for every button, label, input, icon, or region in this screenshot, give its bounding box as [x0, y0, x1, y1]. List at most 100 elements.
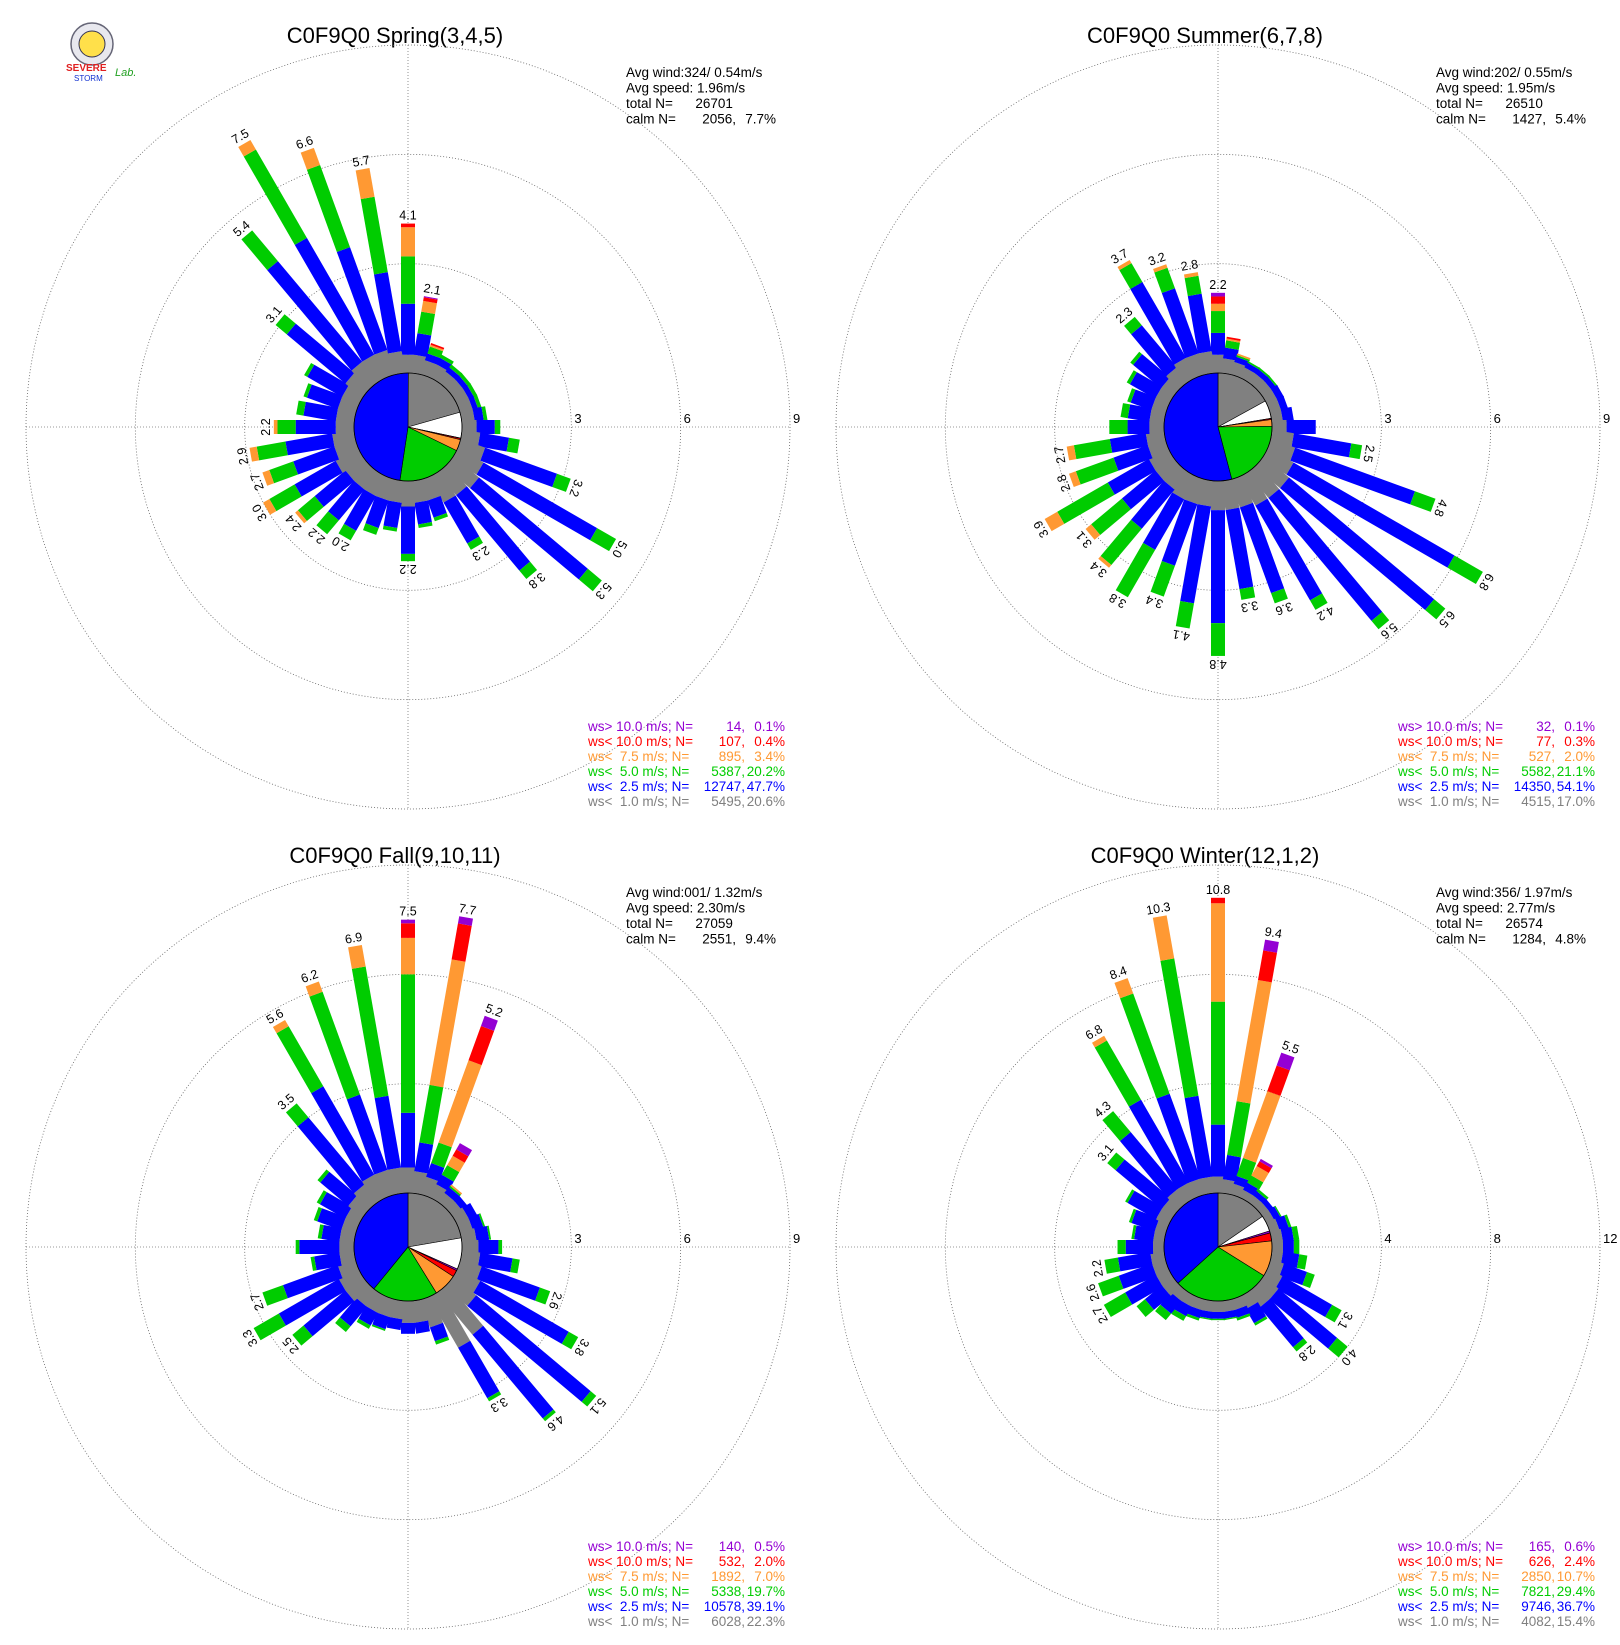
bar-segment — [1198, 1309, 1214, 1319]
legend-pct: 39.1% — [747, 1599, 785, 1614]
bar-label: 4.8 — [1209, 657, 1226, 671]
bar-segment — [1257, 367, 1270, 378]
bar-segment — [365, 1290, 388, 1314]
bar-segment — [374, 1095, 402, 1170]
bar-segment — [1098, 1275, 1124, 1297]
bar-segment — [335, 1317, 351, 1332]
bar-segment — [480, 447, 558, 487]
legend-name: ws< 1.0 m/s; N= — [587, 1614, 689, 1629]
legend-pct: 0.5% — [754, 1539, 785, 1554]
bar-segment — [334, 438, 360, 460]
bar-segment — [473, 1280, 569, 1344]
bar-segment — [472, 406, 484, 423]
bar-segment — [456, 1258, 482, 1280]
calm-pct: 7.7% — [745, 112, 776, 127]
bar-segment — [374, 349, 397, 379]
bar-segment — [1098, 555, 1112, 568]
bar-segment — [362, 1174, 388, 1204]
bar-segment — [478, 1240, 499, 1254]
bar-segment — [476, 420, 495, 434]
legend-n: 9746, — [1521, 1599, 1555, 1614]
legend-name: ws< 1.0 m/s; N= — [1397, 1614, 1499, 1629]
bar-segment — [1163, 463, 1189, 490]
bar-segment — [1410, 491, 1436, 512]
bar-segment — [1310, 593, 1328, 610]
bar-segment — [1280, 1251, 1300, 1269]
bar-label: 5.7 — [351, 153, 371, 170]
bar-segment — [413, 333, 432, 358]
r-tick-label: 3 — [574, 1231, 581, 1246]
direction-bar: 4.3 — [1091, 1098, 1189, 1211]
bar-segment — [1227, 1101, 1251, 1158]
bar-segment — [238, 140, 256, 157]
bar-segment — [1293, 1338, 1308, 1352]
bar-segment — [1127, 1190, 1163, 1220]
stat-line: Avg speed: 1.95m/s — [1436, 81, 1555, 96]
legend-name: ws< 2.5 m/s; N= — [587, 779, 689, 794]
bar-label: 2.8 — [1054, 473, 1073, 494]
bar-segment — [314, 470, 355, 507]
bar-segment — [494, 420, 501, 434]
bar-segment — [1153, 264, 1168, 273]
bar-segment — [345, 1276, 372, 1302]
bar-segment — [1276, 395, 1289, 412]
bar-segment — [456, 486, 531, 571]
bar-segment — [1133, 1225, 1156, 1243]
bar-segment — [1211, 510, 1225, 624]
bar-segment — [1171, 1309, 1187, 1321]
bar-segment — [449, 364, 463, 377]
legend-name: ws< 5.0 m/s; N= — [1397, 1584, 1499, 1599]
bar-label: 2.5 — [1360, 444, 1377, 464]
bar-segment — [419, 1295, 444, 1328]
bar-segment — [1224, 340, 1240, 350]
bar-segment — [510, 1258, 520, 1274]
bar-segment — [1211, 481, 1225, 511]
bar-segment — [1184, 272, 1199, 279]
direction-bar — [304, 362, 365, 407]
bar-segment — [1143, 492, 1185, 550]
bar-segment — [1247, 1175, 1264, 1190]
bar-segment — [306, 164, 350, 252]
bar-segment — [353, 1184, 379, 1211]
pie-outline — [1163, 1192, 1273, 1302]
bar-label: 3.6 — [1273, 599, 1294, 618]
bar-segment — [1131, 480, 1175, 529]
pie-outline — [353, 1192, 463, 1302]
legend-pct: 2.0% — [754, 1554, 785, 1569]
direction-bar: 5.6 — [264, 1006, 388, 1204]
bar-segment — [1211, 1001, 1225, 1125]
legend-name: ws> 10.0 m/s; N= — [1397, 1539, 1503, 1554]
bar-segment — [348, 944, 366, 969]
bar-segment — [436, 357, 452, 372]
bar-segment — [362, 354, 388, 384]
bar-segment — [1290, 447, 1415, 505]
legend-pct: 15.4% — [1557, 1614, 1595, 1629]
bar-segment — [427, 346, 444, 359]
bar-segment — [474, 1225, 490, 1242]
bar-segment — [314, 1252, 342, 1271]
legend-n: 14, — [726, 719, 745, 734]
bar-segment — [253, 1313, 286, 1341]
bar-label: 5.2 — [483, 1001, 504, 1020]
direction-bar — [1198, 1298, 1216, 1321]
bar-segment — [1113, 445, 1153, 471]
calm-n: 1284, — [1512, 932, 1546, 947]
legend-name: ws< 10.0 m/s; N= — [587, 734, 693, 749]
bar-segment — [1107, 458, 1156, 495]
bar-segment — [1211, 1301, 1225, 1312]
bar-segment — [320, 1171, 358, 1206]
bar-segment — [1150, 560, 1175, 597]
legend-name: ws< 2.5 m/s; N= — [587, 1599, 689, 1614]
bar-segment — [472, 1325, 554, 1419]
bar-segment — [292, 1325, 313, 1346]
bar-segment — [578, 568, 602, 592]
bar-segment — [1119, 263, 1143, 290]
bar-segment — [1291, 433, 1352, 458]
grid-ring — [134, 153, 682, 701]
bar-segment — [401, 919, 415, 924]
bar-label: 2.6 — [1083, 1282, 1102, 1303]
direction-bar: 4.1 — [399, 209, 417, 373]
bar-label: 2.1 — [422, 281, 442, 298]
calm-n: 1427, — [1512, 112, 1546, 127]
bar-segment — [1282, 1240, 1294, 1254]
